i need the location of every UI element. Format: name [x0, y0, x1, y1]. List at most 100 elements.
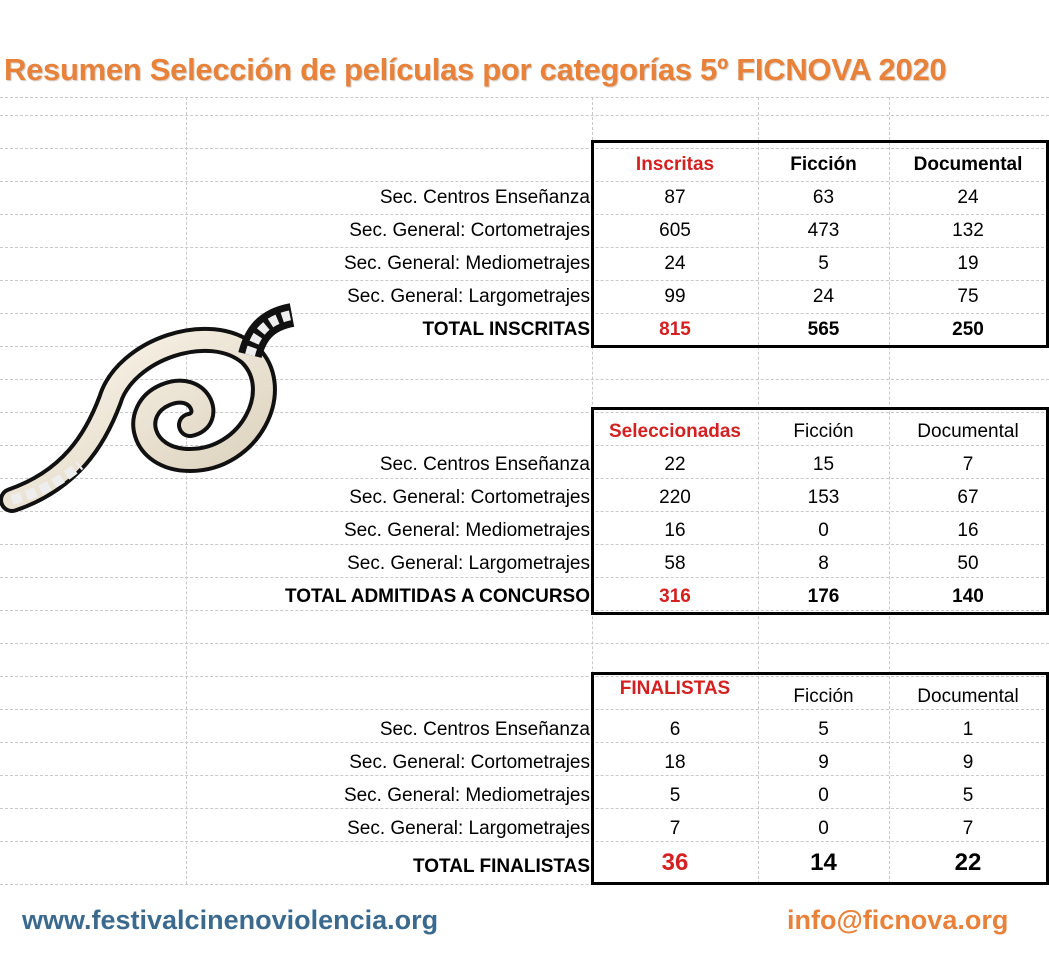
- value: 16: [664, 520, 686, 541]
- value: 87: [664, 187, 686, 208]
- column-header: Documental: [913, 154, 1023, 175]
- grid-line: [0, 808, 1049, 809]
- value: 132: [952, 220, 984, 241]
- value: 67: [957, 487, 979, 508]
- value: 153: [807, 487, 840, 508]
- grid-line: [889, 97, 890, 884]
- grid-line: [0, 313, 1049, 314]
- total-value: 140: [952, 586, 984, 607]
- grid-line: [0, 709, 1049, 710]
- grid-line: [0, 214, 1049, 215]
- total-label: TOTAL INSCRITAS: [422, 319, 590, 340]
- row-label: Sec. General: Cortometrajes: [349, 487, 590, 508]
- grid-line: [0, 148, 1049, 149]
- value: 5: [818, 719, 829, 740]
- website[interactable]: www.festivalcinenoviolencia.org: [22, 905, 439, 935]
- grid-line: [0, 379, 1049, 380]
- value: 22: [664, 454, 686, 475]
- grid-line: [0, 280, 1049, 281]
- column-header: Ficción: [793, 686, 854, 707]
- value: 5: [818, 253, 829, 274]
- grid-line: [186, 97, 187, 884]
- value: 1: [962, 719, 974, 740]
- total-value: 316: [659, 586, 691, 607]
- table-border: [591, 672, 1049, 885]
- column-header: Ficción: [790, 154, 857, 175]
- grid-line: [0, 544, 1049, 545]
- value: 19: [957, 253, 979, 274]
- value: 7: [962, 818, 974, 839]
- total-label: TOTAL FINALISTAS: [413, 856, 590, 877]
- value: 220: [659, 487, 691, 508]
- column-header: Inscritas: [635, 154, 715, 175]
- column-header: FINALISTAS: [619, 678, 731, 699]
- column-header: Ficción: [793, 421, 854, 442]
- grid-line: [0, 577, 1049, 578]
- grid-line: [0, 676, 1049, 677]
- grid-line: [0, 841, 1049, 842]
- grid-line: [0, 610, 1049, 611]
- column-header: Seleccionadas: [608, 421, 742, 442]
- grid-line: [0, 115, 1049, 116]
- grid-line: [0, 97, 1049, 98]
- row-label: Sec. General: Largometrajes: [347, 286, 590, 307]
- column-header: Documental: [917, 686, 1019, 707]
- value: 0: [818, 818, 829, 839]
- value: 7: [669, 818, 681, 839]
- value: 24: [812, 286, 835, 307]
- value: 605: [659, 220, 691, 241]
- value: 24: [664, 253, 686, 274]
- total-value: 36: [661, 849, 689, 876]
- row-label: Sec. Centros Enseñanza: [379, 719, 590, 740]
- value: 0: [818, 785, 829, 806]
- grid-line: [0, 478, 1049, 479]
- value: 9: [818, 752, 829, 773]
- value: 50: [957, 553, 979, 574]
- value: 5: [962, 785, 974, 806]
- value: 75: [957, 286, 979, 307]
- row-label: Sec. General: Largometrajes: [347, 818, 590, 839]
- row-label: Sec. General: Mediometrajes: [343, 785, 590, 806]
- grid-line: [0, 775, 1049, 776]
- total-value: 14: [810, 849, 837, 876]
- value: 8: [818, 553, 829, 574]
- grid-line: [758, 97, 759, 884]
- grid-line: [0, 643, 1049, 644]
- total-value: 565: [807, 319, 840, 340]
- email[interactable]: info@ficnova.org: [787, 905, 1009, 935]
- value: 15: [812, 454, 835, 475]
- value: 6: [669, 719, 681, 740]
- grid-line: [0, 445, 1049, 446]
- row-label: Sec. General: Mediometrajes: [343, 253, 590, 274]
- grid-line: [0, 247, 1049, 248]
- value: 5: [669, 785, 681, 806]
- value: 99: [664, 286, 686, 307]
- value: 9: [962, 752, 974, 773]
- grid-line: [0, 346, 1049, 347]
- value: 16: [957, 520, 979, 541]
- row-label: Sec. General: Largometrajes: [347, 553, 590, 574]
- grid-line: [0, 884, 1049, 885]
- row-label: Sec. General: Cortometrajes: [349, 220, 590, 241]
- total-value: 250: [952, 319, 984, 340]
- row-label: Sec. General: Cortometrajes: [349, 752, 590, 773]
- total-value: 22: [954, 849, 982, 876]
- grid-line: [0, 742, 1049, 743]
- value: 7: [962, 454, 974, 475]
- total-label: TOTAL ADMITIDAS A CONCURSO: [284, 586, 590, 607]
- column-header: Documental: [917, 421, 1019, 442]
- row-label: Sec. Centros Enseñanza: [379, 187, 590, 208]
- value: 63: [812, 187, 835, 208]
- row-label: Sec. General: Mediometrajes: [343, 520, 590, 541]
- value: 18: [664, 752, 686, 773]
- table-border: [591, 407, 1049, 615]
- value: 58: [664, 553, 686, 574]
- total-value: 815: [659, 319, 691, 340]
- value: 24: [957, 187, 979, 208]
- grid-line: [0, 412, 1049, 413]
- logo: [0, 303, 295, 513]
- table-border: [591, 140, 1049, 348]
- total-value: 176: [807, 586, 840, 607]
- value: 473: [807, 220, 840, 241]
